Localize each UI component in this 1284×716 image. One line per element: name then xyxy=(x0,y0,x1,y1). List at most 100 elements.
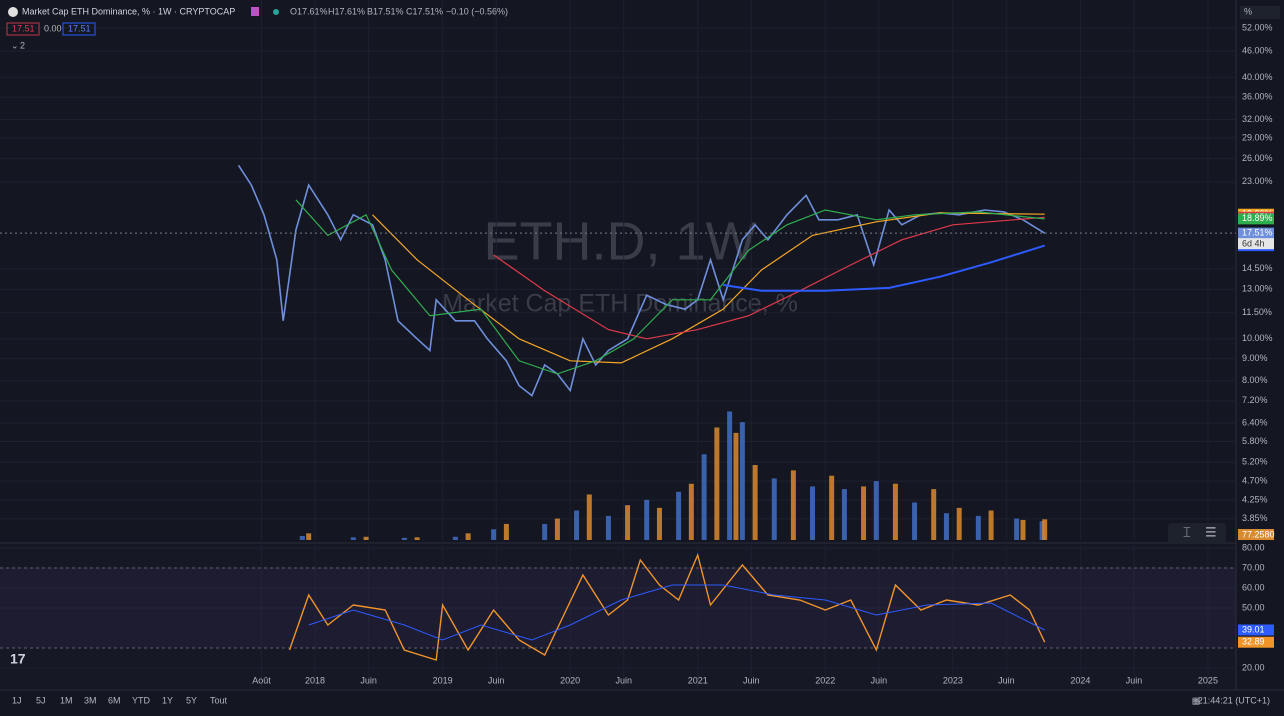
volume-bar xyxy=(727,411,733,540)
countdown-box xyxy=(1238,238,1274,250)
x-tick-label: Juin xyxy=(360,675,377,685)
logo: 17 xyxy=(10,651,26,667)
volume-bar xyxy=(943,513,949,540)
scale-unit[interactable]: % xyxy=(1244,6,1252,16)
volume-bar xyxy=(975,515,981,540)
last-value-label: 17.51% xyxy=(1242,228,1273,238)
y-tick-label: 60.00 xyxy=(1242,582,1265,592)
y-tick-label: 5.80% xyxy=(1242,436,1268,446)
x-tick-label: 2019 xyxy=(433,675,453,685)
x-tick-label: 2024 xyxy=(1070,675,1090,685)
series-line xyxy=(372,212,1045,364)
y-tick-label: 36.00% xyxy=(1242,92,1273,102)
range-button[interactable]: 1M xyxy=(60,695,73,705)
input-value[interactable]: 17.51 xyxy=(68,23,91,33)
pane-controls[interactable] xyxy=(1168,523,1226,543)
volume-bar xyxy=(701,454,707,540)
market-status xyxy=(273,9,279,15)
range-button[interactable]: YTD xyxy=(132,695,151,705)
y-tick-label: 10.00% xyxy=(1242,333,1273,343)
volume-bar xyxy=(892,483,898,540)
x-tick-label: Juin xyxy=(1126,675,1143,685)
series-line xyxy=(295,199,1045,375)
volume-bar xyxy=(810,486,816,540)
volume-bar xyxy=(829,475,835,540)
volume-bar xyxy=(1042,519,1048,540)
volume-bar xyxy=(1014,518,1020,540)
volume-last-box xyxy=(1238,529,1274,540)
y-tick-label: 70.00 xyxy=(1242,562,1265,572)
volume-bar xyxy=(790,470,796,540)
range-button[interactable]: 1J xyxy=(12,695,22,705)
ohlc-close: C17.51% xyxy=(406,6,443,16)
volume-bar xyxy=(688,483,694,540)
volume-bar xyxy=(452,536,458,540)
series-line xyxy=(308,584,1045,641)
volume-bar xyxy=(503,523,509,540)
watermark: ETH.D, 1W Market Cap ETH Dominance, % xyxy=(442,211,798,317)
range-button[interactable]: 6M xyxy=(108,695,121,705)
y-tick-label: 40.00% xyxy=(1242,72,1273,82)
volume-bar xyxy=(676,491,682,540)
input-value[interactable]: 0.00 xyxy=(44,23,62,33)
volume-bar xyxy=(752,465,758,540)
indicator-count[interactable]: 2 xyxy=(20,40,25,50)
volume-bar xyxy=(1039,521,1045,540)
range-button[interactable]: Tout xyxy=(210,695,228,705)
y-tick-label: 4.70% xyxy=(1242,476,1268,486)
volume-bar xyxy=(491,529,497,540)
volume-bar xyxy=(1020,519,1026,540)
x-tick-label: 2021 xyxy=(688,675,708,685)
x-tick-label: Juin xyxy=(743,675,760,685)
x-tick-label: 2018 xyxy=(305,675,325,685)
input-box[interactable] xyxy=(62,22,96,36)
volume-bar xyxy=(350,537,356,540)
volume-bar xyxy=(956,507,962,540)
last-value-label: 32.89 xyxy=(1242,637,1265,647)
series-line xyxy=(723,244,1045,292)
x-tick-label: Août xyxy=(252,675,271,685)
watermark-symbol: ETH.D, 1W xyxy=(483,211,756,271)
input-value[interactable]: 17.51 xyxy=(12,23,35,33)
volume-bar xyxy=(739,422,745,540)
x-tick-label: Juin xyxy=(871,675,888,685)
ohlc-high: H17.61% xyxy=(328,6,365,16)
last-value-label: 18.89% xyxy=(1242,213,1273,223)
y-tick-label: 46.00% xyxy=(1242,45,1273,55)
last-value-box xyxy=(1238,624,1274,636)
volume-bar xyxy=(586,494,592,540)
countdown: 6d 4h xyxy=(1242,239,1265,249)
ohlc-low: B17.51% xyxy=(367,6,404,16)
range-button[interactable]: 1Y xyxy=(162,695,173,705)
ranges-icon[interactable]: ▦ xyxy=(1192,695,1201,705)
last-value-label: 39.01 xyxy=(1242,624,1265,634)
volume-bar xyxy=(574,510,580,540)
volume-bar xyxy=(363,536,369,540)
y-tick-label: 23.00% xyxy=(1242,176,1273,186)
last-value-box xyxy=(1238,636,1274,648)
series-line xyxy=(493,216,1045,340)
range-button[interactable]: 5Y xyxy=(186,695,197,705)
volume-bar xyxy=(644,499,650,540)
volume-bar xyxy=(542,523,548,540)
symbol-icon[interactable] xyxy=(8,7,18,17)
x-tick-label: 2022 xyxy=(815,675,835,685)
volume-last-label: 77.2580 xyxy=(1242,529,1275,539)
input-box[interactable] xyxy=(6,22,40,36)
clock: 21:44:21 (UTC+1) xyxy=(1198,695,1270,705)
symbol-title[interactable]: Market Cap ETH Dominance, % · 1W · CRYPT… xyxy=(22,6,235,16)
y-tick-label: 7.20% xyxy=(1242,395,1268,405)
volume-bar xyxy=(912,502,918,540)
volume-bar xyxy=(625,505,631,540)
y-tick-label: 4.25% xyxy=(1242,495,1268,505)
indicator-toggle[interactable]: ⌄ xyxy=(11,40,19,50)
scale-button[interactable] xyxy=(1240,6,1280,19)
y-tick-label: 9.00% xyxy=(1242,353,1268,363)
range-button[interactable]: 3M xyxy=(84,695,97,705)
range-button[interactable]: 5J xyxy=(36,695,46,705)
pane-control[interactable]: ☰ xyxy=(1205,524,1217,539)
y-tick-label: 5.20% xyxy=(1242,456,1268,466)
pane-control[interactable]: ⌶ xyxy=(1183,524,1191,539)
volume-bar xyxy=(714,427,720,540)
